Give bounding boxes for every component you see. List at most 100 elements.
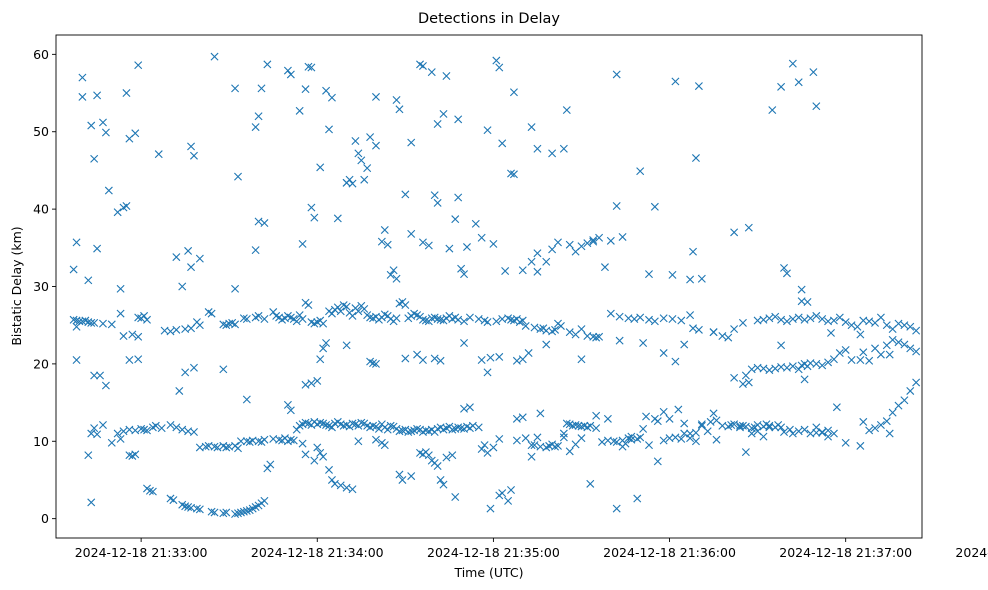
data-point	[380, 226, 389, 234]
data-point	[98, 118, 107, 127]
data-point	[383, 425, 392, 434]
data-point	[486, 504, 495, 513]
data-point	[618, 436, 627, 445]
data-point	[612, 438, 621, 447]
data-point	[401, 190, 410, 199]
data-point	[671, 357, 680, 366]
data-point	[900, 321, 909, 330]
data-point	[553, 238, 562, 247]
data-point	[827, 328, 835, 337]
data-point	[301, 450, 310, 459]
data-point	[184, 246, 193, 255]
data-point	[527, 123, 536, 132]
data-point	[533, 249, 542, 258]
data-point	[433, 120, 442, 128]
data-point	[521, 321, 530, 330]
data-point	[313, 443, 322, 452]
data-point	[348, 419, 357, 428]
data-point	[782, 269, 791, 278]
data-point	[316, 355, 325, 364]
data-point	[369, 359, 378, 368]
data-point	[606, 236, 615, 245]
data-point	[592, 424, 601, 433]
data-point	[342, 483, 351, 492]
data-point	[586, 421, 595, 430]
data-point	[483, 368, 492, 377]
data-point	[542, 257, 551, 266]
data-point	[738, 421, 747, 430]
data-point	[330, 479, 339, 488]
data-point	[556, 321, 565, 330]
data-point	[181, 368, 190, 377]
data-point	[145, 486, 154, 495]
data-point	[548, 149, 557, 158]
data-point	[201, 442, 210, 451]
data-point	[187, 142, 196, 151]
data-point	[671, 433, 680, 442]
data-point	[166, 421, 175, 430]
data-point	[583, 239, 592, 248]
data-point	[483, 318, 492, 327]
data-point	[72, 322, 81, 331]
data-point	[119, 332, 128, 341]
data-point	[900, 396, 909, 405]
data-point	[301, 380, 310, 389]
data-point	[615, 336, 624, 345]
data-point	[650, 202, 659, 211]
data-point	[392, 314, 401, 323]
data-point	[239, 314, 248, 323]
data-point	[169, 496, 178, 505]
data-point	[90, 318, 99, 327]
data-point	[518, 413, 527, 422]
data-point	[730, 420, 739, 429]
data-point	[418, 238, 427, 247]
data-point	[178, 425, 187, 434]
data-point	[295, 106, 304, 115]
data-point	[254, 217, 263, 226]
data-point	[113, 429, 122, 438]
data-point	[498, 139, 507, 148]
data-point	[477, 356, 486, 365]
data-point	[636, 433, 645, 442]
data-point	[780, 263, 789, 272]
data-point	[286, 435, 295, 444]
data-point	[263, 464, 272, 473]
data-point	[504, 496, 513, 505]
data-point	[307, 379, 316, 388]
data-point	[175, 386, 184, 395]
data-point	[533, 144, 542, 153]
data-point	[122, 202, 131, 211]
data-point	[143, 315, 151, 324]
data-point	[307, 203, 316, 212]
data-point	[418, 315, 427, 324]
data-point	[882, 417, 891, 426]
data-point	[398, 475, 407, 484]
data-point	[633, 494, 642, 503]
data-point	[856, 441, 865, 450]
data-point	[113, 208, 122, 217]
data-point	[765, 423, 774, 432]
data-point	[348, 311, 357, 320]
data-point	[357, 418, 366, 427]
data-point	[894, 319, 903, 328]
data-point	[96, 371, 105, 380]
data-point	[788, 362, 797, 371]
y-tick-label: 10	[33, 434, 49, 449]
data-point	[559, 433, 568, 442]
x-tick-label: 2024-12-18 21:34:00	[251, 545, 384, 560]
data-point	[562, 106, 571, 115]
data-point	[433, 315, 442, 323]
data-point	[771, 364, 780, 373]
data-point	[242, 395, 251, 404]
data-point	[134, 355, 143, 364]
data-point	[172, 325, 181, 334]
data-point	[460, 317, 469, 326]
data-point	[90, 371, 99, 380]
chart-title: Detections in Delay	[418, 11, 560, 27]
data-point	[436, 356, 445, 365]
data-point	[812, 102, 821, 111]
data-point	[736, 421, 744, 430]
data-point	[257, 84, 266, 93]
data-point	[794, 78, 803, 87]
data-point	[559, 429, 568, 438]
